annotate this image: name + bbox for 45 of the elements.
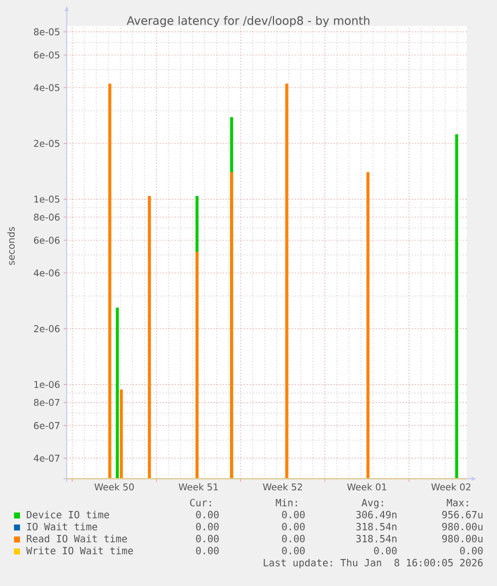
y-tick-label: 8e-06 (34, 214, 60, 221)
text: 318.54n (356, 522, 396, 530)
y-tick-label: 4e-07 (34, 454, 60, 462)
text: 980.00u (442, 534, 482, 542)
text: 306.49n (356, 510, 396, 518)
text: Min: (276, 498, 297, 506)
y-tick-label: 2e-06 (34, 325, 60, 332)
text: 0.00 (282, 522, 305, 530)
y-tick-label: 2e-05 (34, 140, 60, 147)
text: Cur: (190, 498, 211, 506)
y-tick-label: 4e-06 (34, 269, 60, 276)
text: 0.00 (374, 546, 397, 554)
chart-title: Average latency for /dev/loop8 - by month (126, 16, 370, 28)
text: Avg: (362, 499, 383, 508)
x-tick-label: Week 52 (262, 483, 302, 490)
legend-label: Write IO Wait time (26, 546, 133, 554)
x-tick-label: Week 50 (94, 483, 134, 490)
text: 0.00 (282, 546, 305, 554)
legend-label: IO Wait time (27, 522, 98, 530)
text: 956.67u (442, 510, 482, 518)
text: 0.00 (460, 546, 483, 554)
text: 0.00 (196, 510, 219, 518)
y-tick-label: 8e-07 (34, 398, 60, 406)
y-tick-label: 6e-05 (34, 51, 60, 58)
legend-label: Device IO time (26, 510, 110, 518)
y-tick-label: 1e-05 (34, 196, 60, 203)
text: Last update: Thu Jan 8 16:00:05 2026 (264, 558, 483, 568)
legend-label: Read IO Wait time (26, 534, 127, 542)
y-tick-label: 6e-07 (34, 422, 60, 430)
text: 0.00 (282, 510, 305, 518)
y-tick-label: 1e-06 (34, 380, 60, 388)
y-tick-label: 6e-06 (34, 236, 60, 244)
y-axis-title: seconds (7, 227, 15, 265)
text: 318.54n (356, 534, 396, 542)
text: 0.00 (282, 534, 305, 542)
text: 0.00 (196, 546, 219, 554)
text: 0.00 (196, 522, 219, 530)
text: Max: (446, 499, 468, 506)
text: 980.00u (442, 522, 482, 530)
x-tick-label: Week 51 (178, 483, 218, 490)
x-tick-label: Week 01 (347, 483, 386, 490)
y-tick-label: 8e-05 (34, 28, 60, 36)
x-tick-label: Week 02 (431, 483, 470, 490)
y-tick-label: 4e-05 (34, 84, 60, 92)
text: 0.00 (196, 534, 219, 542)
